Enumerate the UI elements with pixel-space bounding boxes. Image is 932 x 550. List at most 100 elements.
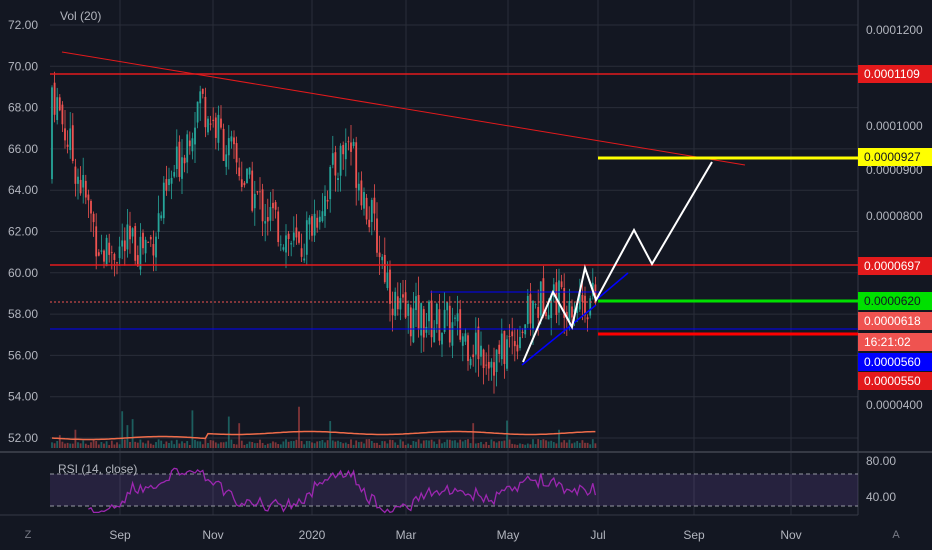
candle-body xyxy=(266,217,269,222)
volume-bar xyxy=(220,442,222,448)
candle-body xyxy=(79,179,82,194)
candle-body xyxy=(441,332,443,345)
volume-bar xyxy=(155,442,157,448)
volume-bar xyxy=(53,443,56,448)
candle-body xyxy=(415,296,417,311)
candle-body xyxy=(92,213,95,223)
rsi-indicator-label[interactable]: RSI (14, close) xyxy=(58,462,138,476)
candle-body xyxy=(560,281,563,288)
candle-body xyxy=(472,354,475,358)
candle-body xyxy=(155,236,157,258)
candle-body xyxy=(248,167,251,175)
candle-body xyxy=(389,269,391,304)
volume-bar xyxy=(417,439,420,448)
volume-bar xyxy=(360,441,363,448)
candle-body xyxy=(311,216,313,236)
candle-body xyxy=(433,327,436,343)
left-axis-tick: 54.00 xyxy=(8,390,38,404)
candle-body xyxy=(298,231,300,243)
volume-bar xyxy=(170,440,173,448)
volume-bar xyxy=(144,443,147,448)
time-axis-tick: May xyxy=(497,528,520,542)
volume-bar xyxy=(474,443,477,448)
candle-body xyxy=(129,225,131,240)
candle-body xyxy=(269,207,272,221)
candle-body xyxy=(305,220,308,255)
volume-bar xyxy=(71,443,74,448)
right-axis-tick: 0.0000400 xyxy=(866,398,923,412)
candle-body xyxy=(230,136,233,142)
volume-bar xyxy=(534,444,537,448)
candle-body xyxy=(571,306,573,318)
volume-bar xyxy=(537,439,540,448)
candle-body xyxy=(113,253,116,260)
candle-body xyxy=(191,138,194,152)
auto-scale-button[interactable]: A xyxy=(892,529,900,541)
candle-body xyxy=(381,256,384,261)
candle-body xyxy=(402,294,404,298)
volume-bar xyxy=(485,441,488,448)
left-axis-tick: 62.00 xyxy=(8,225,38,239)
projection-path xyxy=(522,161,713,363)
price-tag: 0.0000560 xyxy=(858,353,932,371)
volume-bar xyxy=(573,442,576,448)
volume-bar xyxy=(357,442,360,448)
price-tag: 16:21:02 xyxy=(858,333,932,351)
candle-body xyxy=(581,295,584,302)
zoom-reset-button[interactable]: Z xyxy=(24,529,32,541)
candle-body xyxy=(238,167,241,177)
candle-body xyxy=(53,82,56,115)
candle-body xyxy=(287,233,290,240)
candle-body xyxy=(162,182,165,219)
candle-body xyxy=(253,193,256,209)
volume-bar xyxy=(139,439,142,448)
volume-bar xyxy=(243,444,246,448)
volume-bar xyxy=(201,444,204,448)
candle-body xyxy=(170,177,173,184)
volume-bar xyxy=(233,443,235,448)
candle-body xyxy=(71,125,74,161)
candle-body xyxy=(513,341,516,347)
candle-body xyxy=(503,330,506,364)
volume-indicator-label[interactable]: Vol (20) xyxy=(60,9,102,23)
volume-bar xyxy=(303,444,306,448)
volume-bar xyxy=(90,442,92,448)
volume-bar xyxy=(51,442,53,448)
candle-body xyxy=(240,179,243,187)
volume-bar xyxy=(402,441,404,448)
long-term-downtrend-line xyxy=(61,51,746,166)
candle-body xyxy=(347,141,350,143)
candle-body xyxy=(565,311,568,319)
volume-bar xyxy=(571,443,573,448)
volume-bar xyxy=(152,444,155,448)
candle-body xyxy=(77,176,79,184)
candle-body xyxy=(264,221,267,224)
candle-body xyxy=(365,197,368,220)
candle-body xyxy=(214,117,217,138)
volume-bar xyxy=(396,444,399,448)
chart-grid xyxy=(0,0,932,516)
volume-bar xyxy=(350,439,352,448)
volume-bar xyxy=(461,441,464,448)
volume-bar xyxy=(253,443,256,448)
volume-bar xyxy=(420,443,423,448)
candle-body xyxy=(326,199,329,202)
candle-body xyxy=(376,218,378,253)
candle-body xyxy=(511,331,514,337)
volume-bar xyxy=(342,443,345,448)
candle-body xyxy=(547,315,550,320)
candle-body xyxy=(368,219,371,228)
candle-body xyxy=(100,250,103,252)
candle-body xyxy=(422,309,425,338)
candle-body xyxy=(313,213,316,236)
candle-body xyxy=(355,142,358,188)
candle-body xyxy=(480,345,482,357)
candle-body xyxy=(477,326,480,360)
candle-body xyxy=(485,364,488,366)
volume-bar xyxy=(318,441,321,448)
volume-bar xyxy=(196,441,199,448)
time-axis-tick: Mar xyxy=(396,528,417,542)
candle-body xyxy=(487,361,490,369)
volume-bar xyxy=(519,443,521,448)
